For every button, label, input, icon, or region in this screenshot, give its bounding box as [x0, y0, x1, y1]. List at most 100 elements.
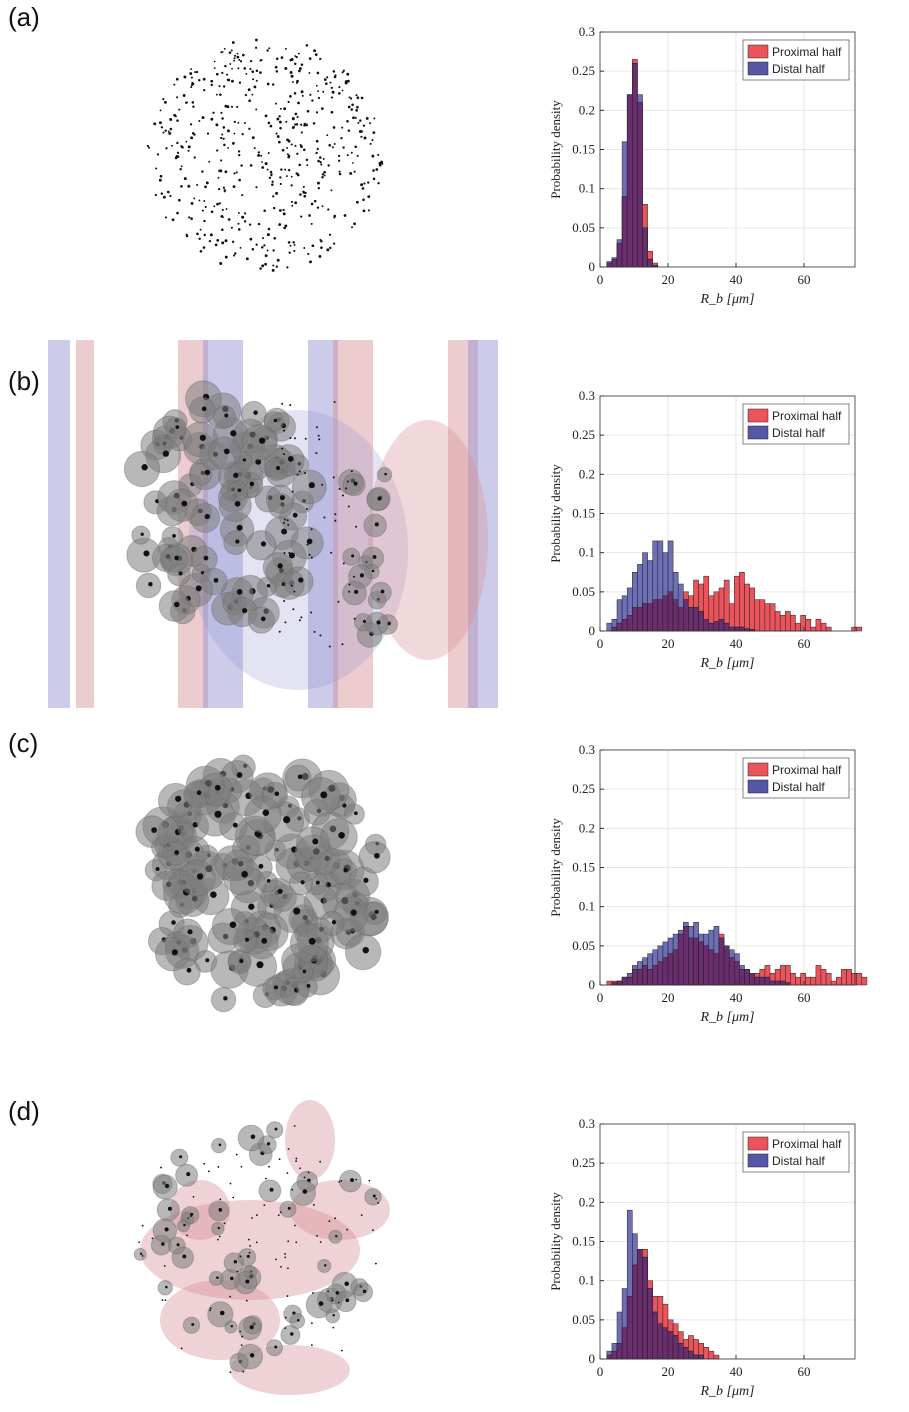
bubble [223, 530, 248, 556]
bar-proximal [805, 619, 812, 632]
x-tick-label: 20 [662, 636, 675, 651]
bubble [283, 566, 314, 597]
seed-point [315, 426, 318, 429]
seed-point [160, 126, 164, 129]
bubble-core [387, 621, 391, 626]
seed-point [259, 71, 262, 74]
bar-overlap [744, 969, 750, 986]
seed-point [303, 1176, 306, 1179]
seed-point [296, 173, 300, 177]
y-tick-label: 0.3 [579, 742, 595, 757]
bubble-core [376, 620, 381, 625]
seed-point [239, 246, 242, 249]
bubble [238, 1316, 262, 1341]
bubble [156, 1198, 180, 1222]
seed-point [260, 246, 264, 249]
seed-point [320, 107, 324, 110]
seed-point [217, 1238, 219, 1241]
seed-point [319, 1160, 322, 1163]
seed-point [275, 57, 279, 61]
seed-point [287, 1240, 290, 1243]
seed-point [256, 1214, 258, 1216]
seed-point [340, 1179, 343, 1182]
legend-label-proximal: Proximal half [772, 409, 842, 423]
bar-overlap [698, 1354, 704, 1360]
bubble [290, 526, 324, 560]
legend-label-distal: Distal half [772, 426, 825, 440]
bar-overlap [647, 969, 653, 986]
seed-point [164, 216, 167, 219]
seed-point [141, 1255, 144, 1257]
bubble-core [233, 1259, 238, 1264]
seed-point [287, 155, 291, 159]
seed-point [242, 53, 245, 57]
seed-point [348, 583, 351, 586]
seed-point [187, 184, 191, 188]
seed-point [302, 185, 305, 189]
seed-point [260, 154, 263, 157]
bar-proximal [856, 626, 863, 632]
y-tick-label: 0 [589, 977, 596, 992]
seed-point [293, 244, 296, 247]
seed-point [368, 1179, 371, 1182]
legend-label-distal: Distal half [772, 62, 825, 76]
bubble-core [253, 410, 258, 415]
seed-point [294, 55, 297, 57]
bubble-core [175, 425, 180, 429]
bubble-core [266, 583, 271, 588]
bubble-core [276, 465, 281, 471]
seed-point [169, 118, 173, 121]
bubble [262, 976, 287, 1001]
bar-overlap [703, 945, 710, 986]
seed-point [219, 93, 222, 96]
seed-point [330, 96, 333, 99]
seed-point [304, 437, 307, 440]
seed-point [165, 147, 168, 150]
seed-point [213, 67, 216, 69]
bubble-core [255, 458, 262, 465]
seed-point [283, 226, 286, 230]
seed-point [185, 234, 189, 238]
bubble [183, 780, 211, 808]
bubble [233, 1270, 258, 1295]
bar-overlap [774, 980, 781, 986]
bar-proximal [825, 973, 832, 986]
seed-point [190, 201, 194, 205]
bar-overlap [621, 196, 628, 268]
seed-point [232, 185, 236, 189]
seed-point [202, 246, 206, 249]
bubble-core [258, 863, 264, 869]
bubble-core [354, 589, 359, 594]
x-tick-label: 40 [730, 272, 743, 287]
seed-point [261, 166, 265, 169]
seed-point [243, 122, 246, 125]
seed-point [235, 1153, 238, 1156]
seed-point [267, 151, 270, 154]
seed-point [289, 437, 292, 440]
bar-proximal [779, 615, 786, 632]
seed-point [318, 438, 321, 441]
seed-point [222, 186, 226, 189]
seed-point [294, 123, 297, 126]
y-tick-label: 0.1 [579, 899, 595, 914]
bar-overlap [662, 595, 669, 632]
seed-point [317, 434, 320, 437]
seed-point [159, 109, 162, 112]
bar-proximal [856, 973, 863, 986]
seed-point [315, 452, 318, 455]
seed-point [275, 70, 279, 73]
seed-point [287, 523, 290, 526]
panel-label-c: (c) [8, 728, 39, 758]
bubble-core [261, 937, 268, 944]
bar-overlap [642, 227, 648, 268]
seed-point [295, 55, 298, 59]
bubble-core [223, 448, 230, 455]
seed-point [173, 113, 177, 117]
bar-overlap [734, 961, 740, 986]
bubble [237, 1248, 257, 1267]
seed-point [204, 205, 207, 209]
seed-point [327, 164, 330, 167]
seed-point [138, 1241, 141, 1244]
seed-point [326, 76, 329, 79]
seed-point [255, 243, 258, 246]
